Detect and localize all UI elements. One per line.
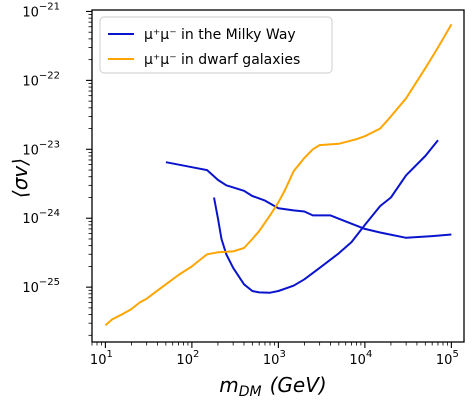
x-axis-title: mDM (GeV)	[219, 373, 326, 400]
x-tick-label: 101	[90, 349, 113, 368]
y-tick-label: 10−25	[22, 277, 60, 296]
legend-label: μ⁺μ⁻ in dwarf galaxies	[144, 52, 300, 68]
y-tick-label: 10−22	[22, 70, 60, 89]
legend-box	[99, 16, 333, 74]
series-layer	[104, 23, 453, 326]
x-tick-label: 103	[263, 349, 286, 368]
y-tick-label: 10−24	[22, 208, 60, 227]
y-axis-title: ⟨σv⟩	[8, 158, 32, 198]
y-tick-label: 10−23	[22, 139, 60, 158]
x-tick-label: 104	[349, 349, 372, 368]
x-ticks: 101 102 103 104 105	[90, 342, 459, 368]
legend-label: μ⁺μ⁻ in the Milky Way	[144, 27, 296, 43]
x-axis-title-subscript: DM	[239, 384, 262, 400]
y-tick-label: 10−21	[22, 1, 60, 20]
series-line-1-segment-2	[213, 139, 439, 294]
x-tick-label: 102	[176, 349, 199, 368]
x-tick-label: 105	[436, 349, 459, 368]
series-line-1-segment-1	[165, 161, 452, 239]
series-line-2-segment-1	[104, 23, 453, 326]
y-ticks: 10−25 10−24 10−23 10−22 10−21	[22, 1, 92, 336]
legend: μ⁺μ⁻ in the Milky Way μ⁺μ⁻ in dwarf galax…	[99, 16, 333, 74]
